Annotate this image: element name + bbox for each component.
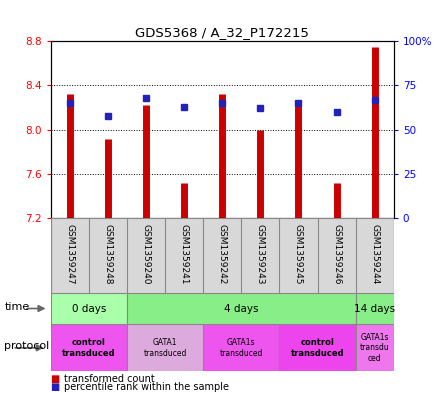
Text: GSM1359244: GSM1359244 bbox=[370, 224, 379, 285]
Text: GSM1359247: GSM1359247 bbox=[65, 224, 74, 285]
Text: GSM1359242: GSM1359242 bbox=[218, 224, 227, 285]
Bar bbox=[127, 324, 203, 371]
Text: GSM1359245: GSM1359245 bbox=[294, 224, 303, 285]
Bar bbox=[356, 324, 394, 371]
Text: GSM1359248: GSM1359248 bbox=[103, 224, 112, 285]
Text: protocol: protocol bbox=[4, 341, 50, 351]
Text: percentile rank within the sample: percentile rank within the sample bbox=[64, 382, 229, 392]
Text: 4 days: 4 days bbox=[224, 303, 259, 314]
Bar bbox=[51, 324, 127, 371]
Text: ■: ■ bbox=[51, 382, 60, 392]
Text: 14 days: 14 days bbox=[354, 303, 395, 314]
Bar bbox=[356, 293, 394, 324]
Bar bbox=[279, 324, 356, 371]
Text: GSM1359246: GSM1359246 bbox=[332, 224, 341, 285]
Text: transformed count: transformed count bbox=[64, 374, 154, 384]
Text: GATA1s
transdu
ced: GATA1s transdu ced bbox=[360, 333, 389, 363]
Text: 0 days: 0 days bbox=[72, 303, 106, 314]
Bar bbox=[203, 324, 279, 371]
Text: GSM1359243: GSM1359243 bbox=[256, 224, 265, 285]
Text: control
transduced: control transduced bbox=[291, 338, 345, 358]
Text: GATA1s
transduced: GATA1s transduced bbox=[220, 338, 263, 358]
Bar bbox=[51, 293, 127, 324]
Bar bbox=[127, 293, 356, 324]
Text: time: time bbox=[4, 301, 29, 312]
Text: GSM1359240: GSM1359240 bbox=[141, 224, 150, 285]
Text: GSM1359241: GSM1359241 bbox=[180, 224, 189, 285]
Text: control
transduced: control transduced bbox=[62, 338, 116, 358]
Title: GDS5368 / A_32_P172215: GDS5368 / A_32_P172215 bbox=[135, 26, 309, 39]
Text: GATA1
transduced: GATA1 transduced bbox=[143, 338, 187, 358]
Text: ■: ■ bbox=[51, 374, 60, 384]
